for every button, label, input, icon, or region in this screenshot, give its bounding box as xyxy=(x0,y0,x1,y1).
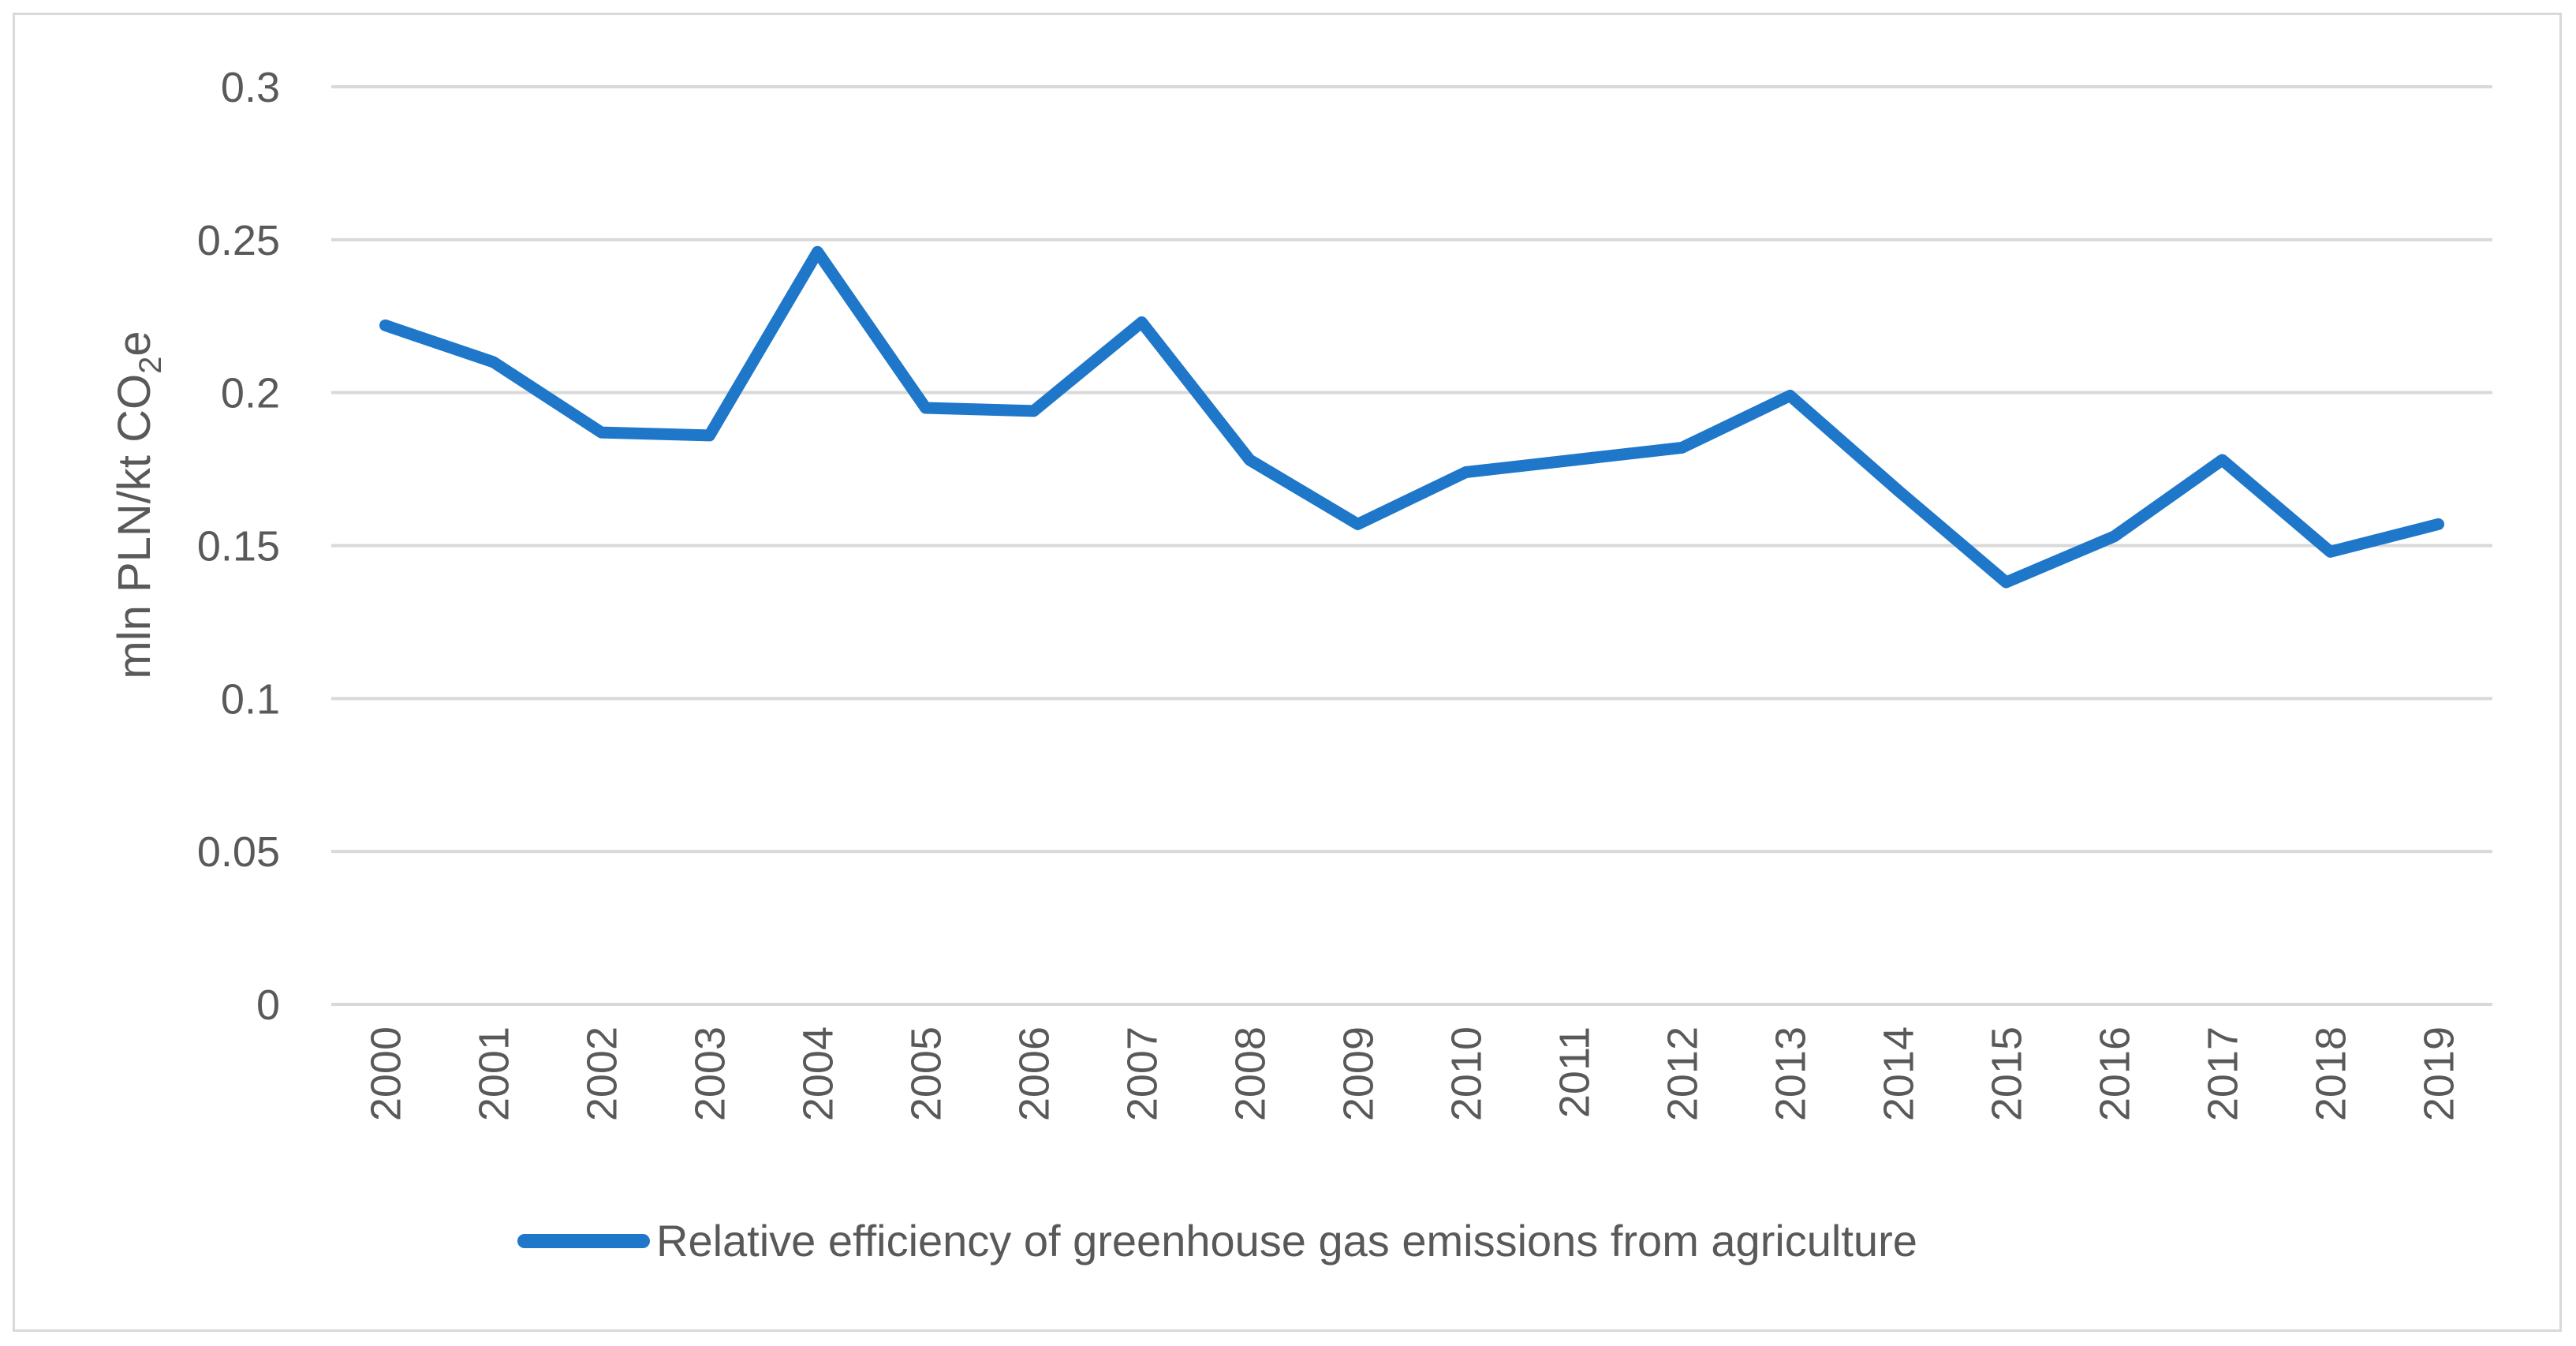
y-tick-label: 0.05 xyxy=(197,828,280,876)
legend-label: Relative efficiency of greenhouse gas em… xyxy=(656,1216,1917,1266)
data-point-2014 xyxy=(1892,484,1904,496)
data-point-2013 xyxy=(1784,390,1796,402)
x-tick-label: 2017 xyxy=(2200,1026,2247,1121)
data-point-2005 xyxy=(920,402,931,414)
x-tick-label: 2004 xyxy=(795,1026,842,1121)
data-point-2009 xyxy=(1352,518,1364,530)
data-point-2000 xyxy=(379,320,391,331)
x-tick-label: 2005 xyxy=(903,1026,950,1121)
legend: Relative efficiency of greenhouse gas em… xyxy=(517,1216,1917,1266)
data-point-2016 xyxy=(2108,530,2120,542)
data-point-2011 xyxy=(1568,454,1580,465)
y-axis-title-main: mln PLN/kt CO xyxy=(109,374,160,679)
x-tick-label: 2014 xyxy=(1876,1026,1923,1121)
chart-frame xyxy=(13,13,2562,1332)
x-tick-label: 2011 xyxy=(1551,1026,1599,1118)
y-axis-title: mln PLN/kt CO2e xyxy=(109,331,168,679)
y-tick-label: 0 xyxy=(256,981,280,1029)
y-axis-title-subscript: 2 xyxy=(133,357,168,374)
x-tick-label: 2013 xyxy=(1768,1026,1815,1121)
data-point-2003 xyxy=(704,429,715,441)
data-point-2019 xyxy=(2432,518,2444,530)
x-tick-label: 2009 xyxy=(1335,1026,1383,1121)
y-tick-label: 0.1 xyxy=(221,675,280,723)
series-lines xyxy=(379,245,2444,589)
y-tick-label: 0.2 xyxy=(221,370,280,417)
data-point-2015 xyxy=(2000,577,2012,589)
x-tick-label: 2000 xyxy=(363,1026,410,1121)
x-tick-label: 2007 xyxy=(1119,1026,1167,1121)
x-tick-label: 2008 xyxy=(1227,1026,1275,1121)
x-tick-label: 2006 xyxy=(1011,1026,1058,1121)
data-point-2008 xyxy=(1244,454,1256,465)
data-point-2004 xyxy=(812,246,823,258)
gridlines xyxy=(331,85,2492,1006)
x-tick-label: 2001 xyxy=(471,1026,518,1121)
y-tick-label: 0.25 xyxy=(197,217,280,264)
data-point-2018 xyxy=(2324,546,2336,558)
x-tick-label: 2003 xyxy=(687,1026,734,1121)
x-tick-label: 2018 xyxy=(2308,1026,2355,1121)
x-tick-label: 2015 xyxy=(1984,1026,2031,1121)
y-tick-labels: 0 0.05 0.1 0.15 0.2 0.25 0.3 xyxy=(197,64,280,1029)
data-point-2007 xyxy=(1136,316,1148,328)
y-tick-label: 0.3 xyxy=(221,64,280,111)
data-point-2017 xyxy=(2216,454,2228,465)
x-tick-label: 2010 xyxy=(1443,1026,1491,1121)
series-line xyxy=(379,245,2444,589)
data-point-2002 xyxy=(595,427,607,439)
x-tick-label: 2016 xyxy=(2092,1026,2139,1121)
x-tick-labels: 2000 2001 2002 2003 2004 2005 2006 2007 2008 2009… xyxy=(363,1026,2463,1121)
x-tick-label: 2012 xyxy=(1659,1026,1707,1121)
y-tick-label: 0.15 xyxy=(197,523,280,570)
data-point-2001 xyxy=(487,356,499,368)
data-point-2012 xyxy=(1676,442,1688,454)
x-tick-label: 2002 xyxy=(579,1026,626,1121)
y-axis-title-suffix: e xyxy=(109,331,160,356)
data-point-2010 xyxy=(1460,466,1472,478)
x-tick-label: 2019 xyxy=(2416,1026,2463,1121)
data-point-2006 xyxy=(1028,405,1040,417)
